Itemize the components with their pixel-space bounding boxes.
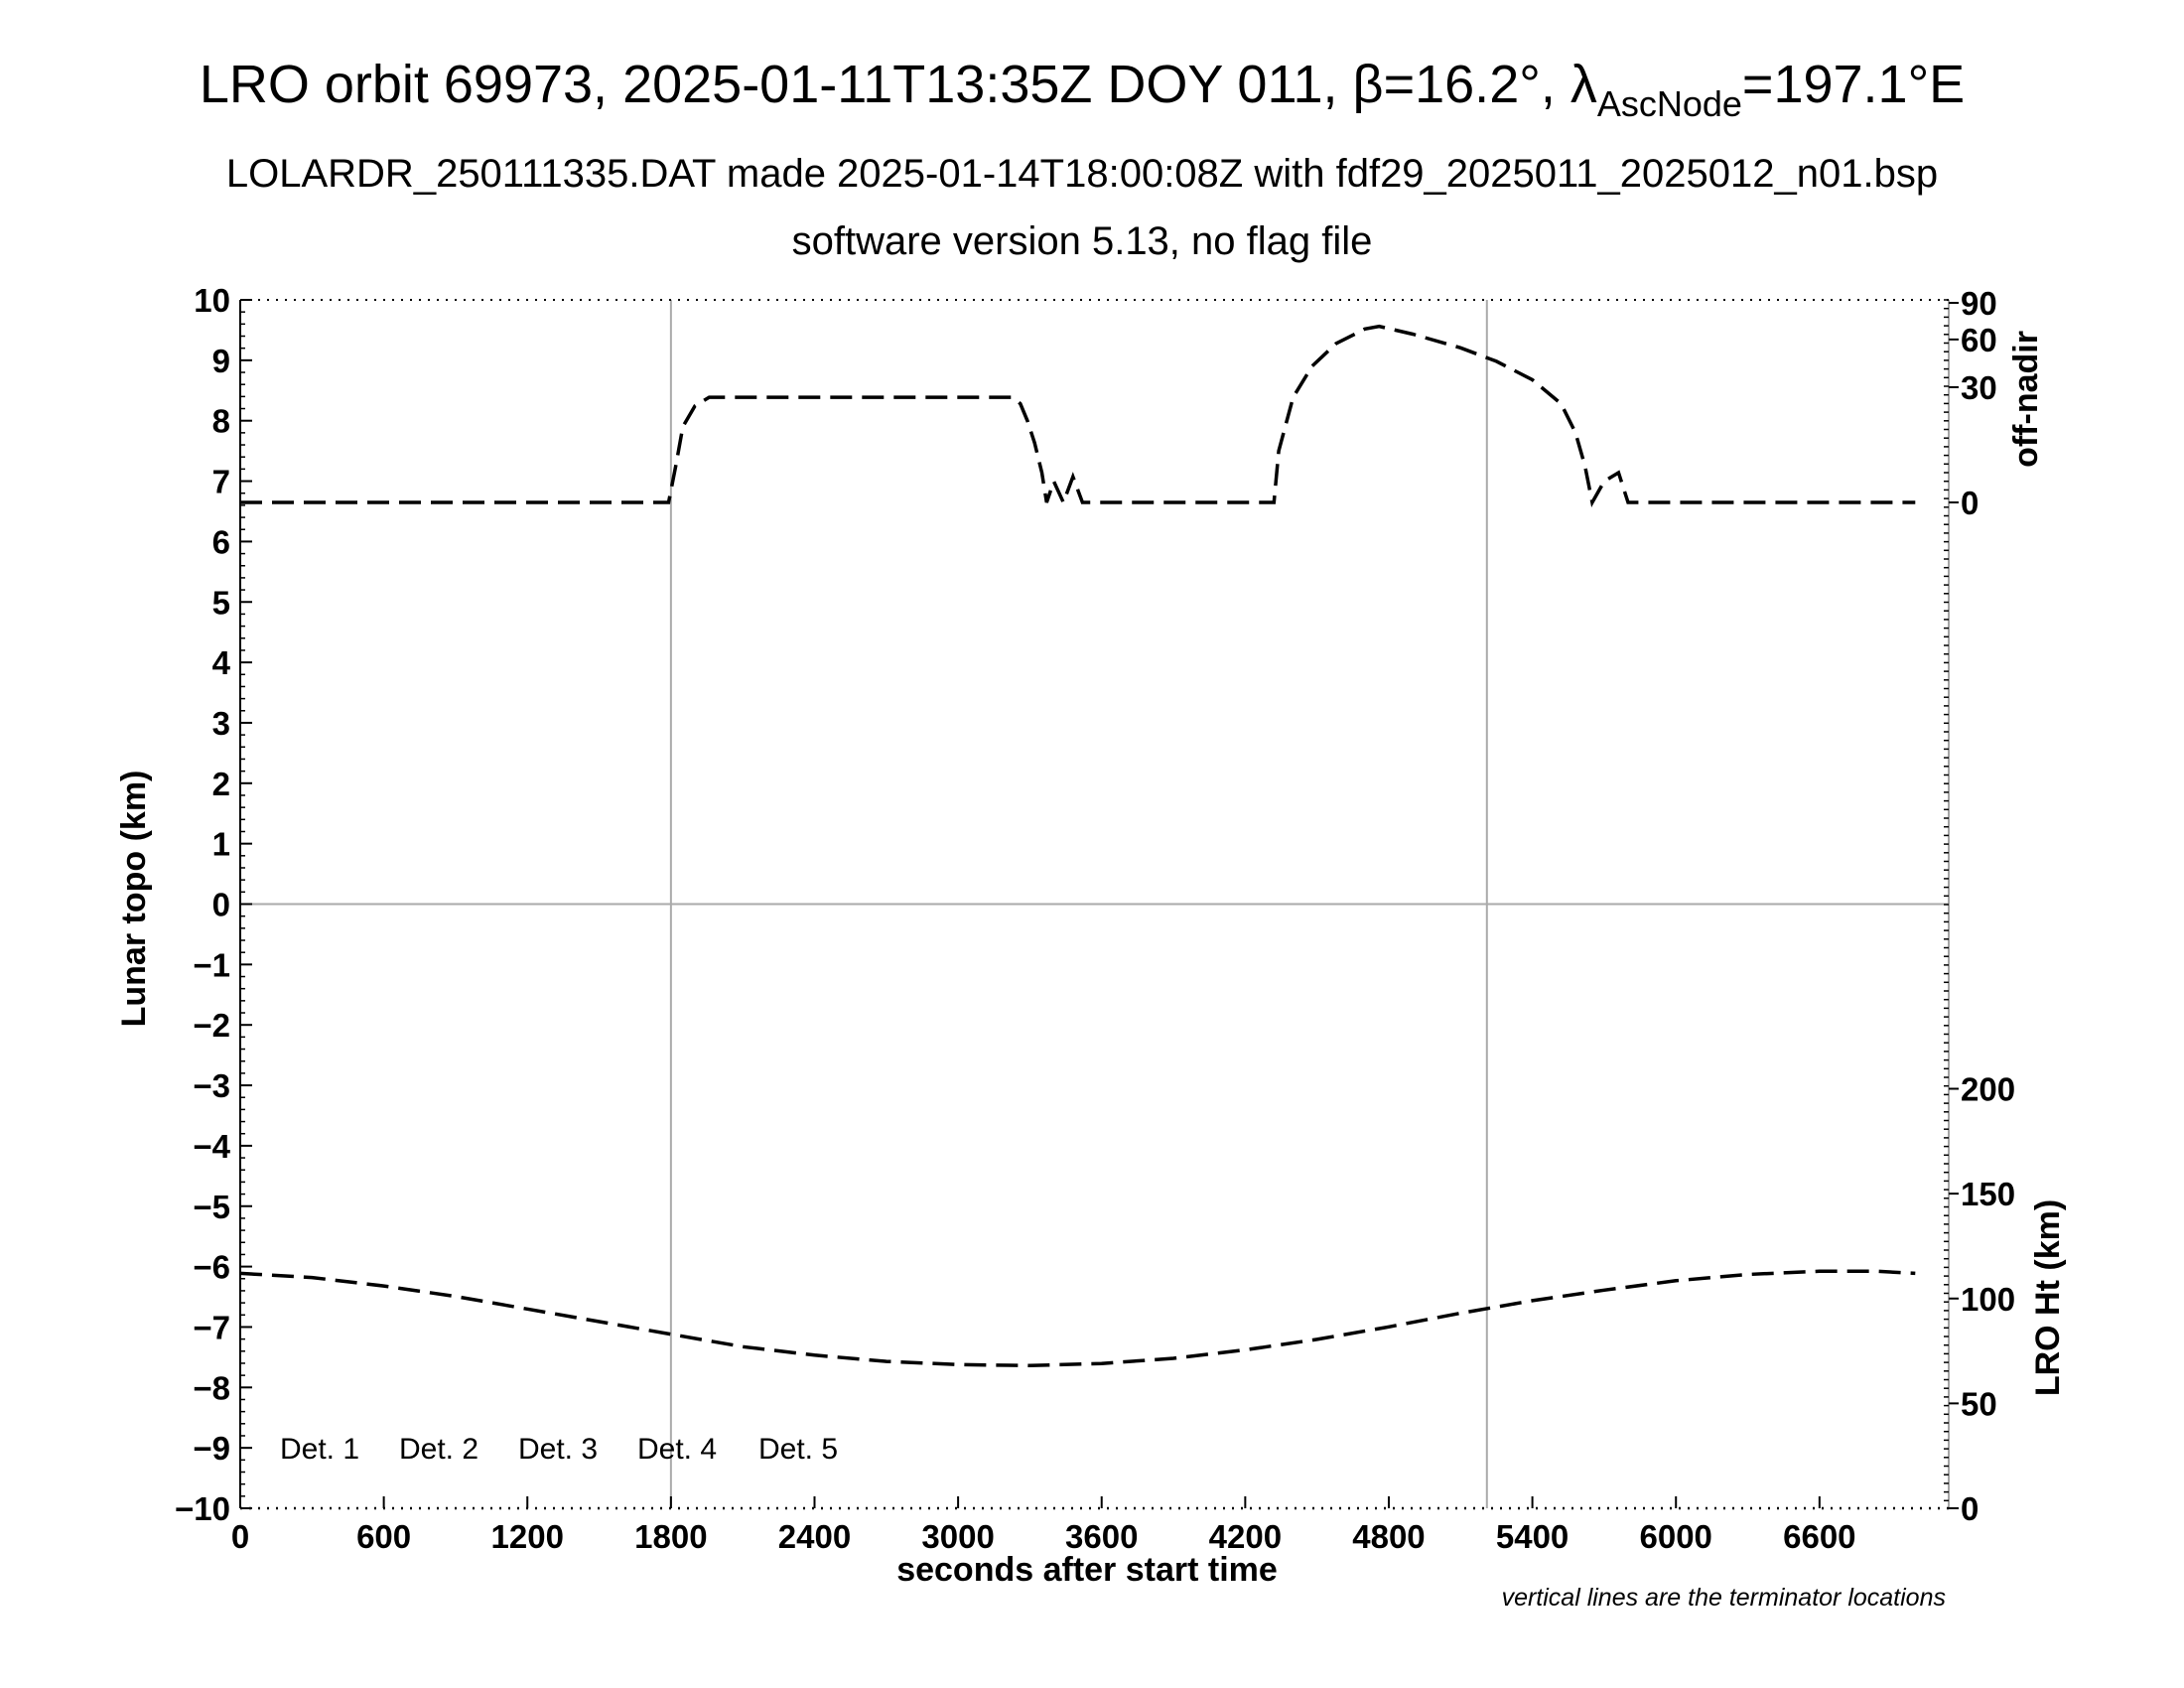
lro-ht-tick-label: 100	[1961, 1281, 2015, 1318]
y-tick-label: 2	[212, 766, 230, 802]
y-tick-label: 5	[212, 584, 230, 621]
y-tick-label: 1	[212, 826, 230, 863]
x-tick-label: 3600	[1065, 1518, 1138, 1555]
y-tick-label: 0	[212, 887, 230, 923]
y-axis-label-lro-ht: LRO Ht (km)	[2029, 1199, 2067, 1396]
y-axis-label-left: Lunar topo (km)	[115, 771, 153, 1028]
y-tick-label: −2	[193, 1007, 230, 1044]
y-tick-label: −5	[193, 1189, 230, 1225]
y-tick-label: 7	[212, 464, 230, 500]
y-tick-label: −10	[175, 1490, 230, 1527]
y-tick-label: 10	[194, 282, 230, 319]
x-axis-label: seconds after start time	[896, 1551, 1278, 1589]
off-nadir-tick-label: 60	[1961, 322, 1997, 358]
x-tick-label: 2400	[778, 1518, 851, 1555]
y-tick-label: 3	[212, 705, 230, 742]
x-tick-label: 4800	[1352, 1518, 1425, 1555]
x-tick-label: 1200	[491, 1518, 564, 1555]
lro-ht-tick-label: 200	[1961, 1071, 2015, 1108]
terminator-note: vertical lines are the terminator locati…	[1502, 1584, 1946, 1612]
y-tick-label: −8	[193, 1369, 230, 1406]
x-tick-label: 4200	[1209, 1518, 1282, 1555]
series-line-off-nadir	[240, 324, 1916, 507]
y-tick-label: −6	[193, 1249, 230, 1286]
lro-ht-tick-label: 0	[1961, 1490, 1979, 1527]
y-tick-label: −3	[193, 1067, 230, 1104]
off-nadir-tick-label: 90	[1961, 285, 1997, 322]
y-tick-label: −9	[193, 1430, 230, 1467]
legend-entry-det-2: Det. 2	[399, 1433, 478, 1466]
chart-subtitle-version: software version 5.13, no flag file	[792, 219, 1373, 263]
y-tick-label: 9	[212, 343, 230, 379]
legend-entry-det-5: Det. 5	[758, 1433, 838, 1466]
chart-subtitle-file: LOLARDR_250111335.DAT made 2025-01-14T18…	[226, 152, 1938, 196]
legend: Det. 1 Det. 2 Det. 3 Det. 4 Det. 5	[280, 1433, 838, 1466]
legend-entry-det-4: Det. 4	[637, 1433, 717, 1466]
y-tick-label: −7	[193, 1309, 230, 1345]
x-tick-label: 6000	[1640, 1518, 1712, 1555]
off-nadir-tick-label: 30	[1961, 369, 1997, 406]
x-tick-label: 0	[231, 1518, 249, 1555]
x-tick-label: 3000	[921, 1518, 994, 1555]
x-tick-label: 1800	[634, 1518, 707, 1555]
legend-entry-det-3: Det. 3	[518, 1433, 598, 1466]
lro-ht-tick-label: 150	[1961, 1176, 2015, 1212]
y-axis-label-offnadir: off-nadir	[2007, 331, 2045, 468]
grid-layer	[240, 300, 1949, 1508]
series-layer	[239, 324, 1916, 1368]
y-tick-label: 4	[212, 644, 231, 681]
series-line-lro-height	[239, 1269, 1916, 1368]
lro-ht-tick-label: 50	[1961, 1385, 1997, 1422]
y-tick-label: 6	[212, 523, 230, 560]
off-nadir-tick-label: 0	[1961, 485, 1979, 521]
legend-entry-det-1: Det. 1	[280, 1433, 359, 1466]
x-tick-label: 600	[356, 1518, 411, 1555]
x-tick-label: 6600	[1783, 1518, 1855, 1555]
y-tick-label: −1	[193, 946, 230, 983]
y-tick-label: 8	[212, 403, 230, 440]
x-tick-label: 5400	[1496, 1518, 1569, 1555]
chart-title: LRO orbit 69973, 2025-01-11T13:35Z DOY 0…	[200, 55, 1965, 124]
y-tick-label: −4	[193, 1128, 230, 1165]
